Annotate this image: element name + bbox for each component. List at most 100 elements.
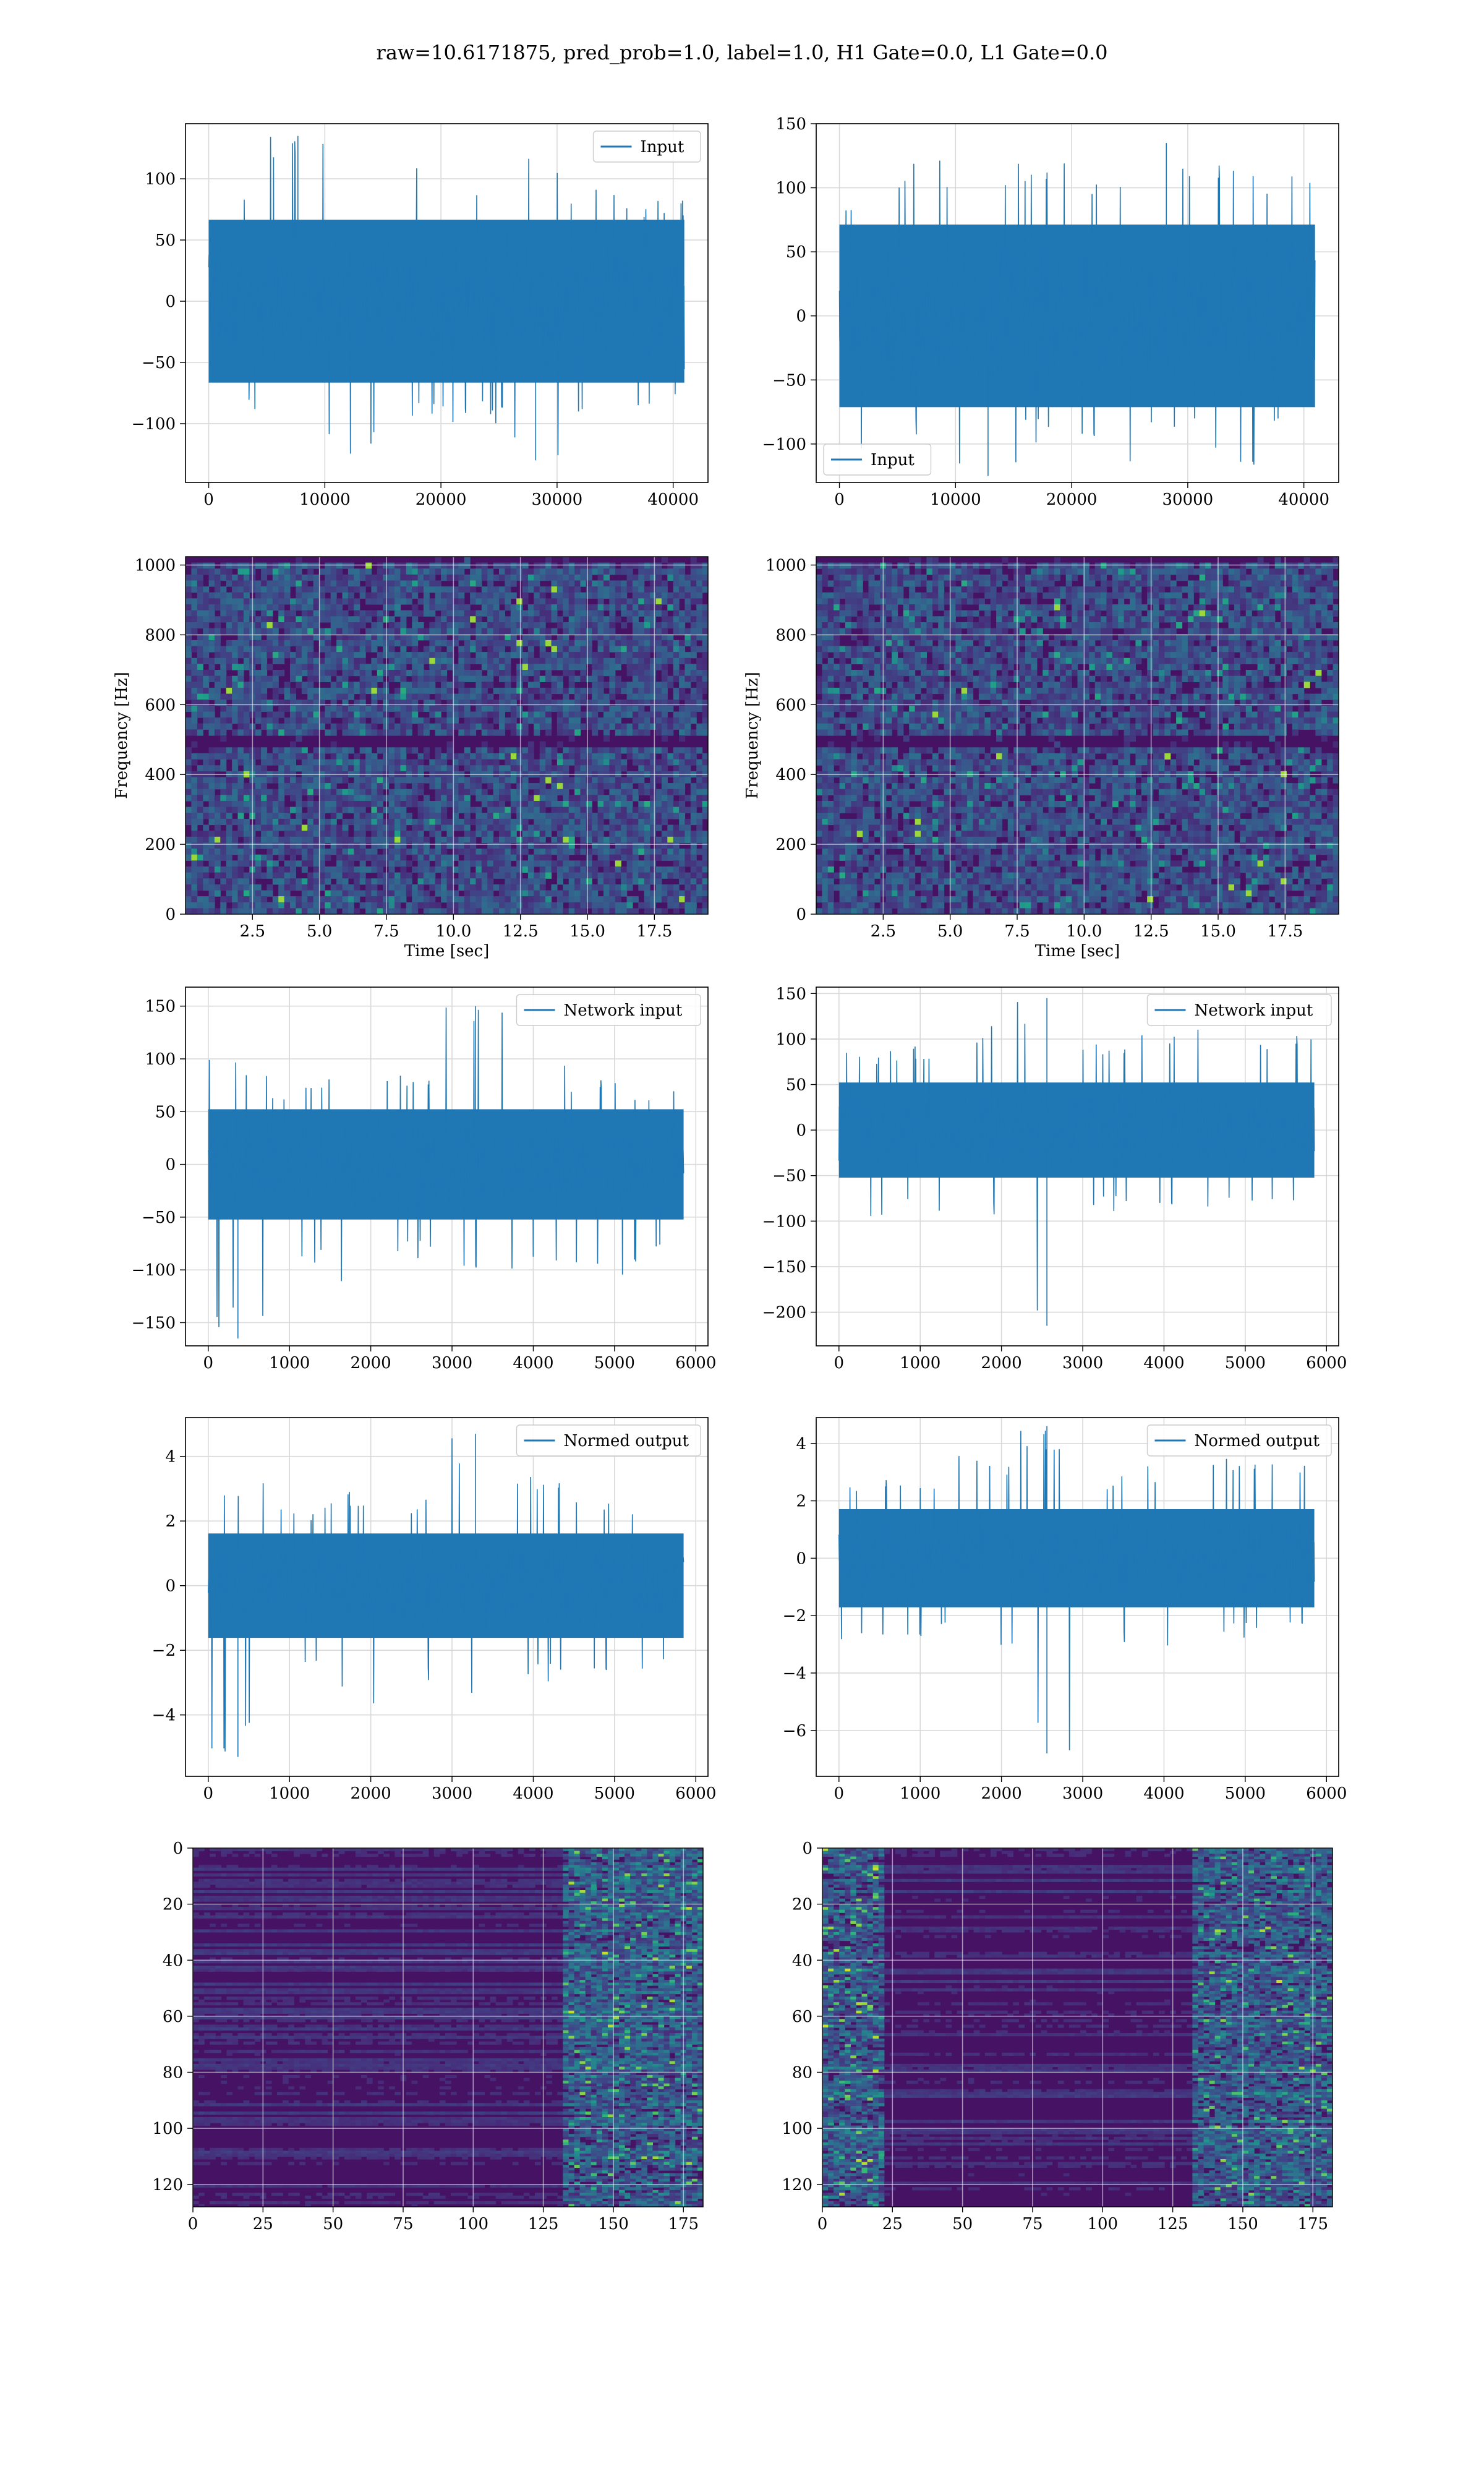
heatmap-cell: [1002, 586, 1008, 593]
heatmap-cell: [609, 706, 615, 712]
heatmap-cell: [603, 664, 610, 670]
heatmap-cell: [627, 801, 633, 807]
heatmap-cell: [691, 670, 697, 676]
heatmap-cell: [215, 807, 221, 813]
heatmap-cell: [307, 563, 313, 569]
heatmap-cell: [656, 813, 662, 819]
heatmap-cell: [499, 867, 505, 873]
heatmap-cell: [302, 860, 308, 867]
heatmap-cell: [598, 813, 604, 819]
heatmap-cell: [487, 902, 493, 909]
heatmap-cell: [603, 658, 610, 664]
heatmap-cell: [406, 860, 412, 867]
heatmap-cell: [447, 712, 453, 718]
heatmap-cell: [435, 712, 441, 718]
heatmap-cell: [679, 765, 685, 771]
heatmap-cell: [209, 593, 215, 599]
heatmap-cell: [696, 891, 702, 897]
heatmap-cell: [574, 575, 581, 581]
heatmap-cell: [371, 867, 377, 873]
heatmap-cell: [232, 777, 238, 783]
heatmap-cell: [302, 747, 308, 753]
heatmap-cell: [499, 860, 505, 867]
heatmap-cell: [238, 908, 244, 914]
heatmap-cell: [325, 908, 331, 914]
heatmap-cell: [313, 753, 320, 760]
heatmap-cell: [186, 658, 192, 664]
heatmap-cell: [592, 658, 598, 664]
heatmap-cell: [650, 747, 656, 753]
heatmap-cell: [816, 575, 822, 581]
heatmap-cell: [633, 598, 639, 604]
heatmap-cell: [325, 902, 331, 909]
heatmap-cell: [191, 849, 197, 855]
heatmap-cell: [702, 575, 709, 581]
heatmap-cell: [464, 902, 471, 909]
heatmap-cell: [331, 706, 337, 712]
heatmap-cell: [429, 622, 435, 628]
heatmap-cell: [232, 819, 238, 825]
heatmap-cell: [563, 760, 569, 766]
heatmap-cell: [1205, 581, 1211, 587]
heatmap-cell: [650, 878, 656, 884]
heatmap-cell: [406, 694, 412, 700]
heatmap-cell: [667, 789, 673, 795]
heatmap-cell: [365, 729, 372, 735]
heatmap-cell: [552, 568, 558, 575]
heatmap-cell: [638, 664, 644, 670]
heatmap-cell: [226, 581, 232, 587]
heatmap-cell: [278, 891, 284, 897]
heatmap-cell: [696, 646, 702, 653]
heatmap-cell: [886, 575, 892, 581]
heatmap-cell: [499, 819, 505, 825]
heatmap-cell: [273, 849, 279, 855]
heatmap-cell: [609, 717, 615, 724]
heatmap-cell: [307, 652, 313, 658]
heatmap-cell: [284, 813, 291, 819]
heatmap-cell: [197, 896, 203, 902]
heatmap-cell: [267, 563, 273, 569]
heatmap-cell: [534, 616, 540, 622]
heatmap-cell: [458, 807, 464, 813]
heatmap-cell: [857, 575, 863, 581]
heatmap-cell: [638, 807, 644, 813]
heatmap-cell: [343, 688, 349, 694]
heatmap-cell: [656, 706, 662, 712]
heatmap-cell: [296, 860, 302, 867]
heatmap-cell: [475, 610, 482, 617]
heatmap-cell: [511, 646, 517, 653]
heatmap-cell: [389, 896, 395, 902]
heatmap-cell: [429, 575, 435, 581]
heatmap-cell: [638, 765, 644, 771]
heatmap-cell: [563, 837, 569, 843]
heatmap-cell: [1141, 581, 1148, 587]
heatmap-cell: [203, 646, 209, 653]
heatmap-cell: [1315, 586, 1321, 593]
heatmap-cell: [255, 891, 262, 897]
heatmap-cell: [650, 831, 656, 837]
heatmap-cell: [267, 622, 273, 628]
heatmap-cell: [569, 717, 575, 724]
heatmap-cell: [400, 724, 406, 730]
heatmap-cell: [406, 819, 412, 825]
y-tick-label: 50: [155, 231, 176, 250]
heatmap-cell: [1304, 563, 1310, 569]
heatmap-cell: [429, 586, 435, 593]
heatmap-cell: [475, 753, 482, 760]
heatmap-cell: [673, 717, 680, 724]
heatmap-cell: [603, 717, 610, 724]
heatmap-cell: [278, 783, 284, 789]
heatmap-cell: [487, 777, 493, 783]
heatmap-cell: [696, 729, 702, 735]
heatmap-cell: [633, 724, 639, 730]
heatmap-cell: [638, 575, 644, 581]
heatmap-cell: [487, 622, 493, 628]
heatmap-cell: [973, 586, 979, 593]
heatmap-cell: [563, 610, 569, 617]
heatmap-cell: [482, 908, 488, 914]
heatmap-cell: [273, 682, 279, 688]
heatmap-cell: [400, 760, 406, 766]
heatmap-cell: [307, 610, 313, 617]
heatmap-cell: [429, 658, 435, 664]
heatmap-cell: [1066, 581, 1072, 587]
